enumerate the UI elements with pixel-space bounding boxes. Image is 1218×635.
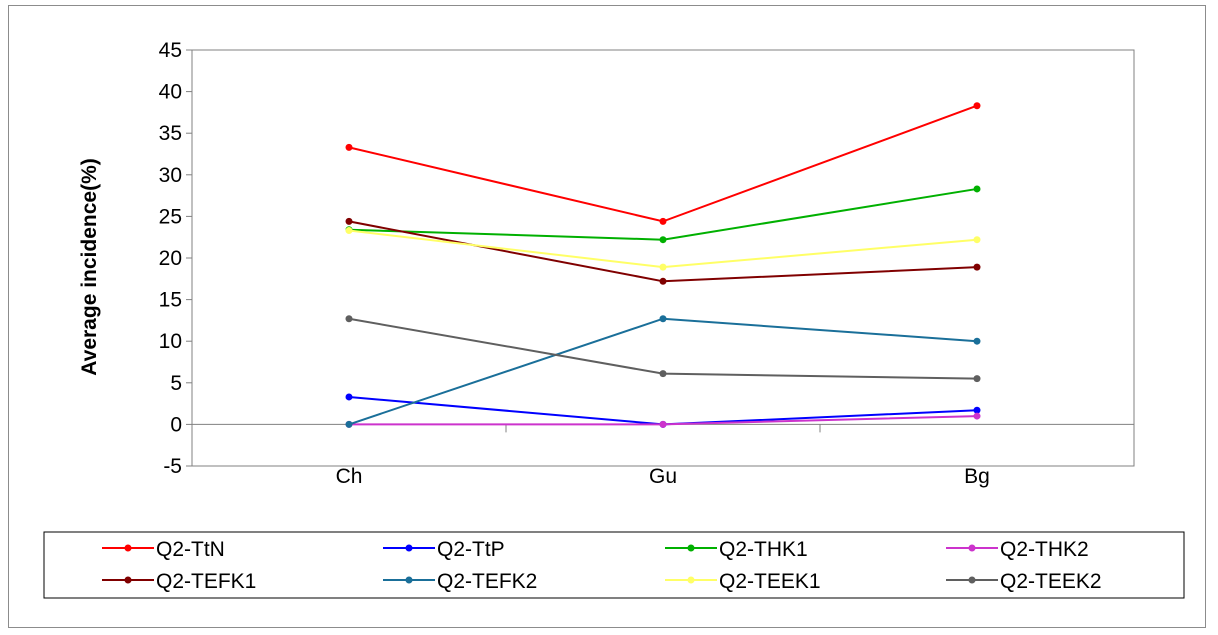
data-point [345, 393, 353, 401]
legend-swatch-marker [968, 544, 976, 552]
y-tick-label: 40 [159, 81, 182, 104]
data-point [345, 315, 353, 323]
series-line [348, 395, 978, 426]
y-tick-label: 0 [170, 413, 182, 436]
y-tick-label: 25 [159, 205, 182, 228]
data-point [973, 263, 981, 271]
legend-item: Q2-THK1 [665, 538, 808, 561]
legend-item: Q2-TEEK2 [946, 570, 1102, 593]
data-point [659, 277, 667, 285]
legend-swatch-marker [405, 544, 413, 552]
legend-label: Q2-THK2 [1000, 538, 1089, 561]
legend-item: Q2-TtN [102, 538, 225, 561]
plot-area [191, 49, 1135, 467]
legend-item: Q2-TEFK2 [383, 570, 537, 593]
legend-label: Q2-THK1 [719, 538, 808, 561]
x-tick-label: Gu [649, 465, 677, 488]
data-point [659, 263, 667, 271]
x-tick-label: Bg [964, 465, 990, 488]
data-point [345, 217, 353, 225]
y-tick-label: 20 [159, 247, 182, 270]
legend-swatch-marker [687, 576, 695, 584]
series-q2-ttn [345, 102, 981, 225]
data-point [973, 102, 981, 110]
legend-swatch-marker [124, 576, 132, 584]
legend-swatch-marker [968, 576, 976, 584]
y-axis: -5 0 5 10 15 20 25 30 35 40 45 [159, 39, 192, 478]
series-q2-thk1 [345, 185, 981, 244]
series-q2-teek1 [345, 227, 981, 271]
data-point [973, 236, 981, 244]
y-tick-label: 5 [170, 372, 182, 395]
series-line [348, 317, 978, 380]
series-q2-tefk1 [345, 217, 981, 285]
legend-item: Q2-TEFK1 [102, 570, 256, 593]
data-point [659, 370, 667, 378]
legend-label: Q2-TEEK1 [719, 570, 821, 593]
legend-swatch-marker [124, 544, 132, 552]
legend-label: Q2-TtP [437, 538, 505, 561]
legend-label: Q2-TEFK1 [156, 570, 256, 593]
data-point [345, 143, 353, 151]
y-tick-label: 45 [159, 39, 182, 62]
y-tick-label: -5 [163, 455, 182, 478]
data-point [973, 185, 981, 193]
y-tick-label: 15 [159, 289, 182, 312]
legend-item: Q2-TEEK1 [665, 570, 821, 593]
legend-label: Q2-TEEK2 [1000, 570, 1102, 593]
data-point [659, 315, 667, 323]
y-tick-label: 30 [159, 164, 182, 187]
y-axis-title: Average incidence(%) [78, 158, 101, 375]
data-point [973, 337, 981, 345]
legend: Q2-TtN Q2-TtP Q2-THK1 Q2-THK2 Q2-TEFK1 Q2-TEF… [43, 531, 1185, 599]
data-point [659, 420, 667, 428]
plot-border [191, 49, 1135, 467]
series-line [348, 187, 978, 241]
data-point [973, 412, 981, 420]
data-point [659, 217, 667, 225]
legend-swatch-marker [405, 576, 413, 584]
legend-label: Q2-TEFK2 [437, 570, 537, 593]
legend-swatch-marker [687, 544, 695, 552]
y-tick-label: 35 [159, 122, 182, 145]
legend-item: Q2-THK2 [946, 538, 1089, 561]
x-tick-label: Ch [336, 465, 363, 488]
series-q2-tefk2 [345, 315, 981, 428]
data-point [973, 406, 981, 414]
legend-item: Q2-TtP [383, 538, 505, 561]
legend-label: Q2-TtN [156, 538, 225, 561]
legend-box [43, 531, 1185, 599]
data-point [345, 227, 353, 235]
data-point [973, 375, 981, 383]
series-line [348, 229, 978, 269]
data-point [345, 420, 353, 428]
y-tick-label: 10 [159, 330, 182, 353]
x-axis: Ch Gu Bg [192, 423, 1134, 488]
series-layer [345, 102, 981, 428]
series-q2-teek2 [345, 315, 981, 383]
data-point [659, 236, 667, 244]
chart-frame [8, 5, 1206, 628]
series-line [348, 220, 978, 283]
